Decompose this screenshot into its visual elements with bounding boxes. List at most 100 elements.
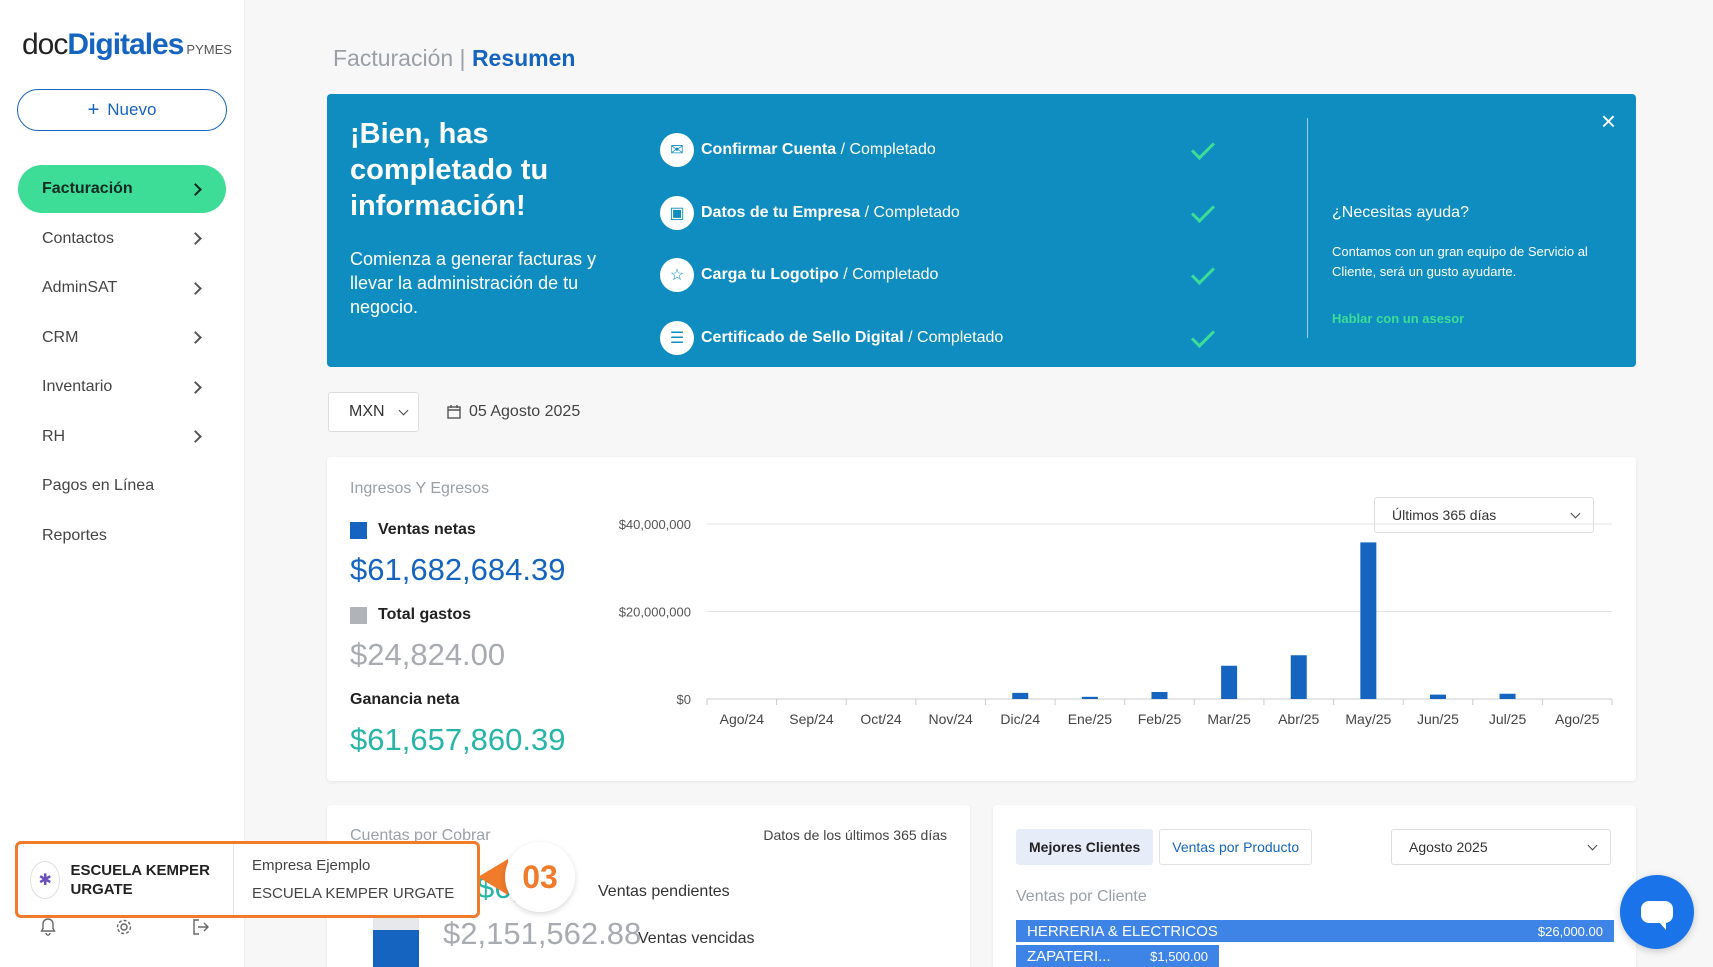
sidebar-item[interactable]: Inventario — [18, 363, 226, 411]
company-name: ESCUELA KEMPER URGATE — [70, 861, 210, 898]
chevron-right-icon — [189, 232, 202, 245]
checkmark-icon — [1190, 135, 1216, 161]
x-tick-label: Feb/25 — [1138, 711, 1182, 727]
bell-icon[interactable] — [40, 918, 56, 941]
breadcrumb-section[interactable]: Facturación — [333, 45, 454, 71]
onboarding-steps: ✉ Confirmar Cuenta / Completado ▣ Datos de … — [660, 119, 1220, 369]
onboarding-step: ☆ Carga tu Logotipo / Completado — [660, 244, 1220, 307]
sidebar-item[interactable]: Facturación — [18, 165, 226, 213]
pending-sales-label: Ventas pendientes — [598, 883, 730, 900]
chat-button[interactable] — [1620, 875, 1694, 949]
close-icon[interactable]: × — [1600, 106, 1616, 136]
checkmark-icon — [1190, 323, 1216, 348]
help-title: ¿Necesitas ayuda? — [1332, 204, 1469, 221]
logout-icon[interactable] — [192, 918, 210, 941]
overdue-sales-value: $2,151,562.88 — [443, 916, 642, 951]
client-bar[interactable]: HERRERIA & ELECTRICOS $26,000.00 — [1016, 920, 1614, 942]
income-expenses-card: Ingresos Y Egresos Ventas netas $61,682,… — [327, 457, 1636, 781]
logo-pymes: PYMES — [186, 42, 232, 57]
new-button[interactable]: + Nuevo — [17, 89, 227, 131]
x-tick-label: Ago/24 — [720, 711, 765, 727]
sidebar-item[interactable]: AdminSAT — [18, 264, 226, 312]
sidebar-item-label: Inventario — [42, 378, 113, 395]
gear-icon[interactable] — [115, 918, 133, 941]
logo[interactable]: doc Digitales PYMES — [22, 28, 232, 62]
sidebar-item[interactable]: CRM — [18, 314, 226, 362]
legend-label: Total gastos — [378, 606, 472, 623]
x-tick-label: Abr/25 — [1278, 711, 1319, 727]
income-bar-chart: $0 $20,000,000 $40,000,000 Ago/24 Sep/24 Oct/… — [619, 517, 1613, 727]
sidebar-item[interactable]: RH — [18, 413, 226, 461]
sidebar-nav: Facturación Contactos AdminSAT CRM Inventari… — [18, 165, 226, 561]
chevron-right-icon — [189, 182, 202, 196]
month-value: Agosto 2025 — [1409, 839, 1488, 855]
sidebar-item[interactable]: Pagos en Línea — [18, 462, 226, 510]
breadcrumb-separator: | — [453, 45, 472, 71]
net-sales-value: $61,682,684.39 — [350, 552, 566, 587]
x-tick-label: Jun/25 — [1417, 711, 1459, 727]
chevron-right-icon — [189, 331, 202, 344]
legend-net-sales: Ventas netas — [350, 521, 476, 539]
bar — [1499, 693, 1516, 699]
data-range-note: Datos de los últimos 365 días — [763, 827, 947, 843]
sidebar-footer — [40, 918, 210, 941]
y-tick-label: $40,000,000 — [619, 517, 691, 532]
chat-icon — [1641, 901, 1673, 930]
month-select[interactable]: Agosto 2025 — [1391, 829, 1611, 865]
bar — [1081, 696, 1098, 699]
sidebar-item[interactable]: Reportes — [18, 512, 226, 560]
overdue-sales-label: Ventas vencidas — [638, 930, 755, 947]
help-box: ¿Necesitas ayuda? Contamos con un gran e… — [1332, 204, 1617, 328]
tab-sales-by-product[interactable]: Ventas por Producto — [1159, 829, 1313, 865]
company-switcher[interactable]: ✱ ESCUELA KEMPER URGATE Empresa Ejemplo … — [15, 841, 480, 918]
banner-divider — [1307, 118, 1308, 338]
help-text: Contamos con un gran equipo de Servicio … — [1332, 244, 1588, 279]
client-tabs: Mejores Clientes Ventas por Producto — [1016, 829, 1313, 865]
period-select[interactable]: Últimos 365 días — [1374, 497, 1594, 533]
legend-swatch — [350, 606, 367, 624]
step-text: Carga tu Logotipo / Completado — [701, 266, 939, 284]
certificate-icon: ☰ — [660, 320, 694, 355]
current-company[interactable]: ✱ ESCUELA KEMPER URGATE — [18, 844, 234, 915]
step-label: Certificado de Sello Digital — [701, 328, 904, 346]
filters: MXN 05 Agosto 2025 — [328, 392, 580, 432]
sidebar-item-label: CRM — [42, 328, 79, 346]
x-tick-label: Ene/25 — [1068, 711, 1113, 727]
sidebar-item[interactable]: Contactos — [18, 215, 226, 263]
currency-value: MXN — [349, 403, 385, 420]
period-value: Últimos 365 días — [1392, 507, 1497, 523]
chevron-right-icon — [189, 380, 202, 394]
client-name: HERRERIA & ELECTRICOS — [1027, 922, 1218, 940]
company-options: Empresa Ejemplo ESCUELA KEMPER URGATE — [234, 844, 477, 915]
company-option[interactable]: ESCUELA KEMPER URGATE — [252, 884, 455, 902]
bar — [1360, 542, 1377, 699]
sidebar-item-label: Facturación — [42, 180, 133, 197]
bar — [1012, 692, 1029, 699]
x-tick-label: Nov/24 — [928, 711, 973, 727]
x-tick-label: Oct/24 — [860, 711, 901, 727]
step-status: Completado — [873, 203, 960, 221]
calendar-icon — [447, 405, 461, 419]
step-status: Completado — [849, 141, 936, 159]
x-tick-label: May/25 — [1345, 711, 1391, 727]
y-tick-label: $0 — [677, 692, 691, 707]
client-bar[interactable]: ZAPATERI... $1,500.00 — [1016, 945, 1219, 967]
envelope-icon: ✉ — [660, 133, 694, 168]
client-amount: $26,000.00 — [1537, 923, 1603, 939]
tab-best-clients[interactable]: Mejores Clientes — [1016, 829, 1154, 865]
tutorial-arrow — [478, 859, 508, 895]
chevron-down-icon — [1587, 840, 1598, 850]
logo-digitales: Digitales — [67, 28, 184, 61]
step-status: Completado — [917, 328, 1004, 346]
sidebar-item-label: AdminSAT — [42, 279, 118, 296]
date-picker[interactable]: 05 Agosto 2025 — [447, 403, 580, 421]
banner-title: ¡Bien, has completado tu información! — [350, 118, 549, 222]
contact-advisor-link[interactable]: Hablar con un asesor — [1332, 311, 1465, 326]
x-tick-label: Dic/24 — [1000, 711, 1040, 727]
plus-icon: + — [87, 99, 100, 121]
sidebar-item-label: Contactos — [42, 229, 115, 247]
onboarding-step: ☰ Certificado de Sello Digital / Completa… — [660, 307, 1220, 370]
currency-select[interactable]: MXN — [328, 392, 419, 432]
company-option[interactable]: Empresa Ejemplo — [252, 857, 371, 875]
step-label: Datos de tu Empresa — [701, 203, 861, 221]
